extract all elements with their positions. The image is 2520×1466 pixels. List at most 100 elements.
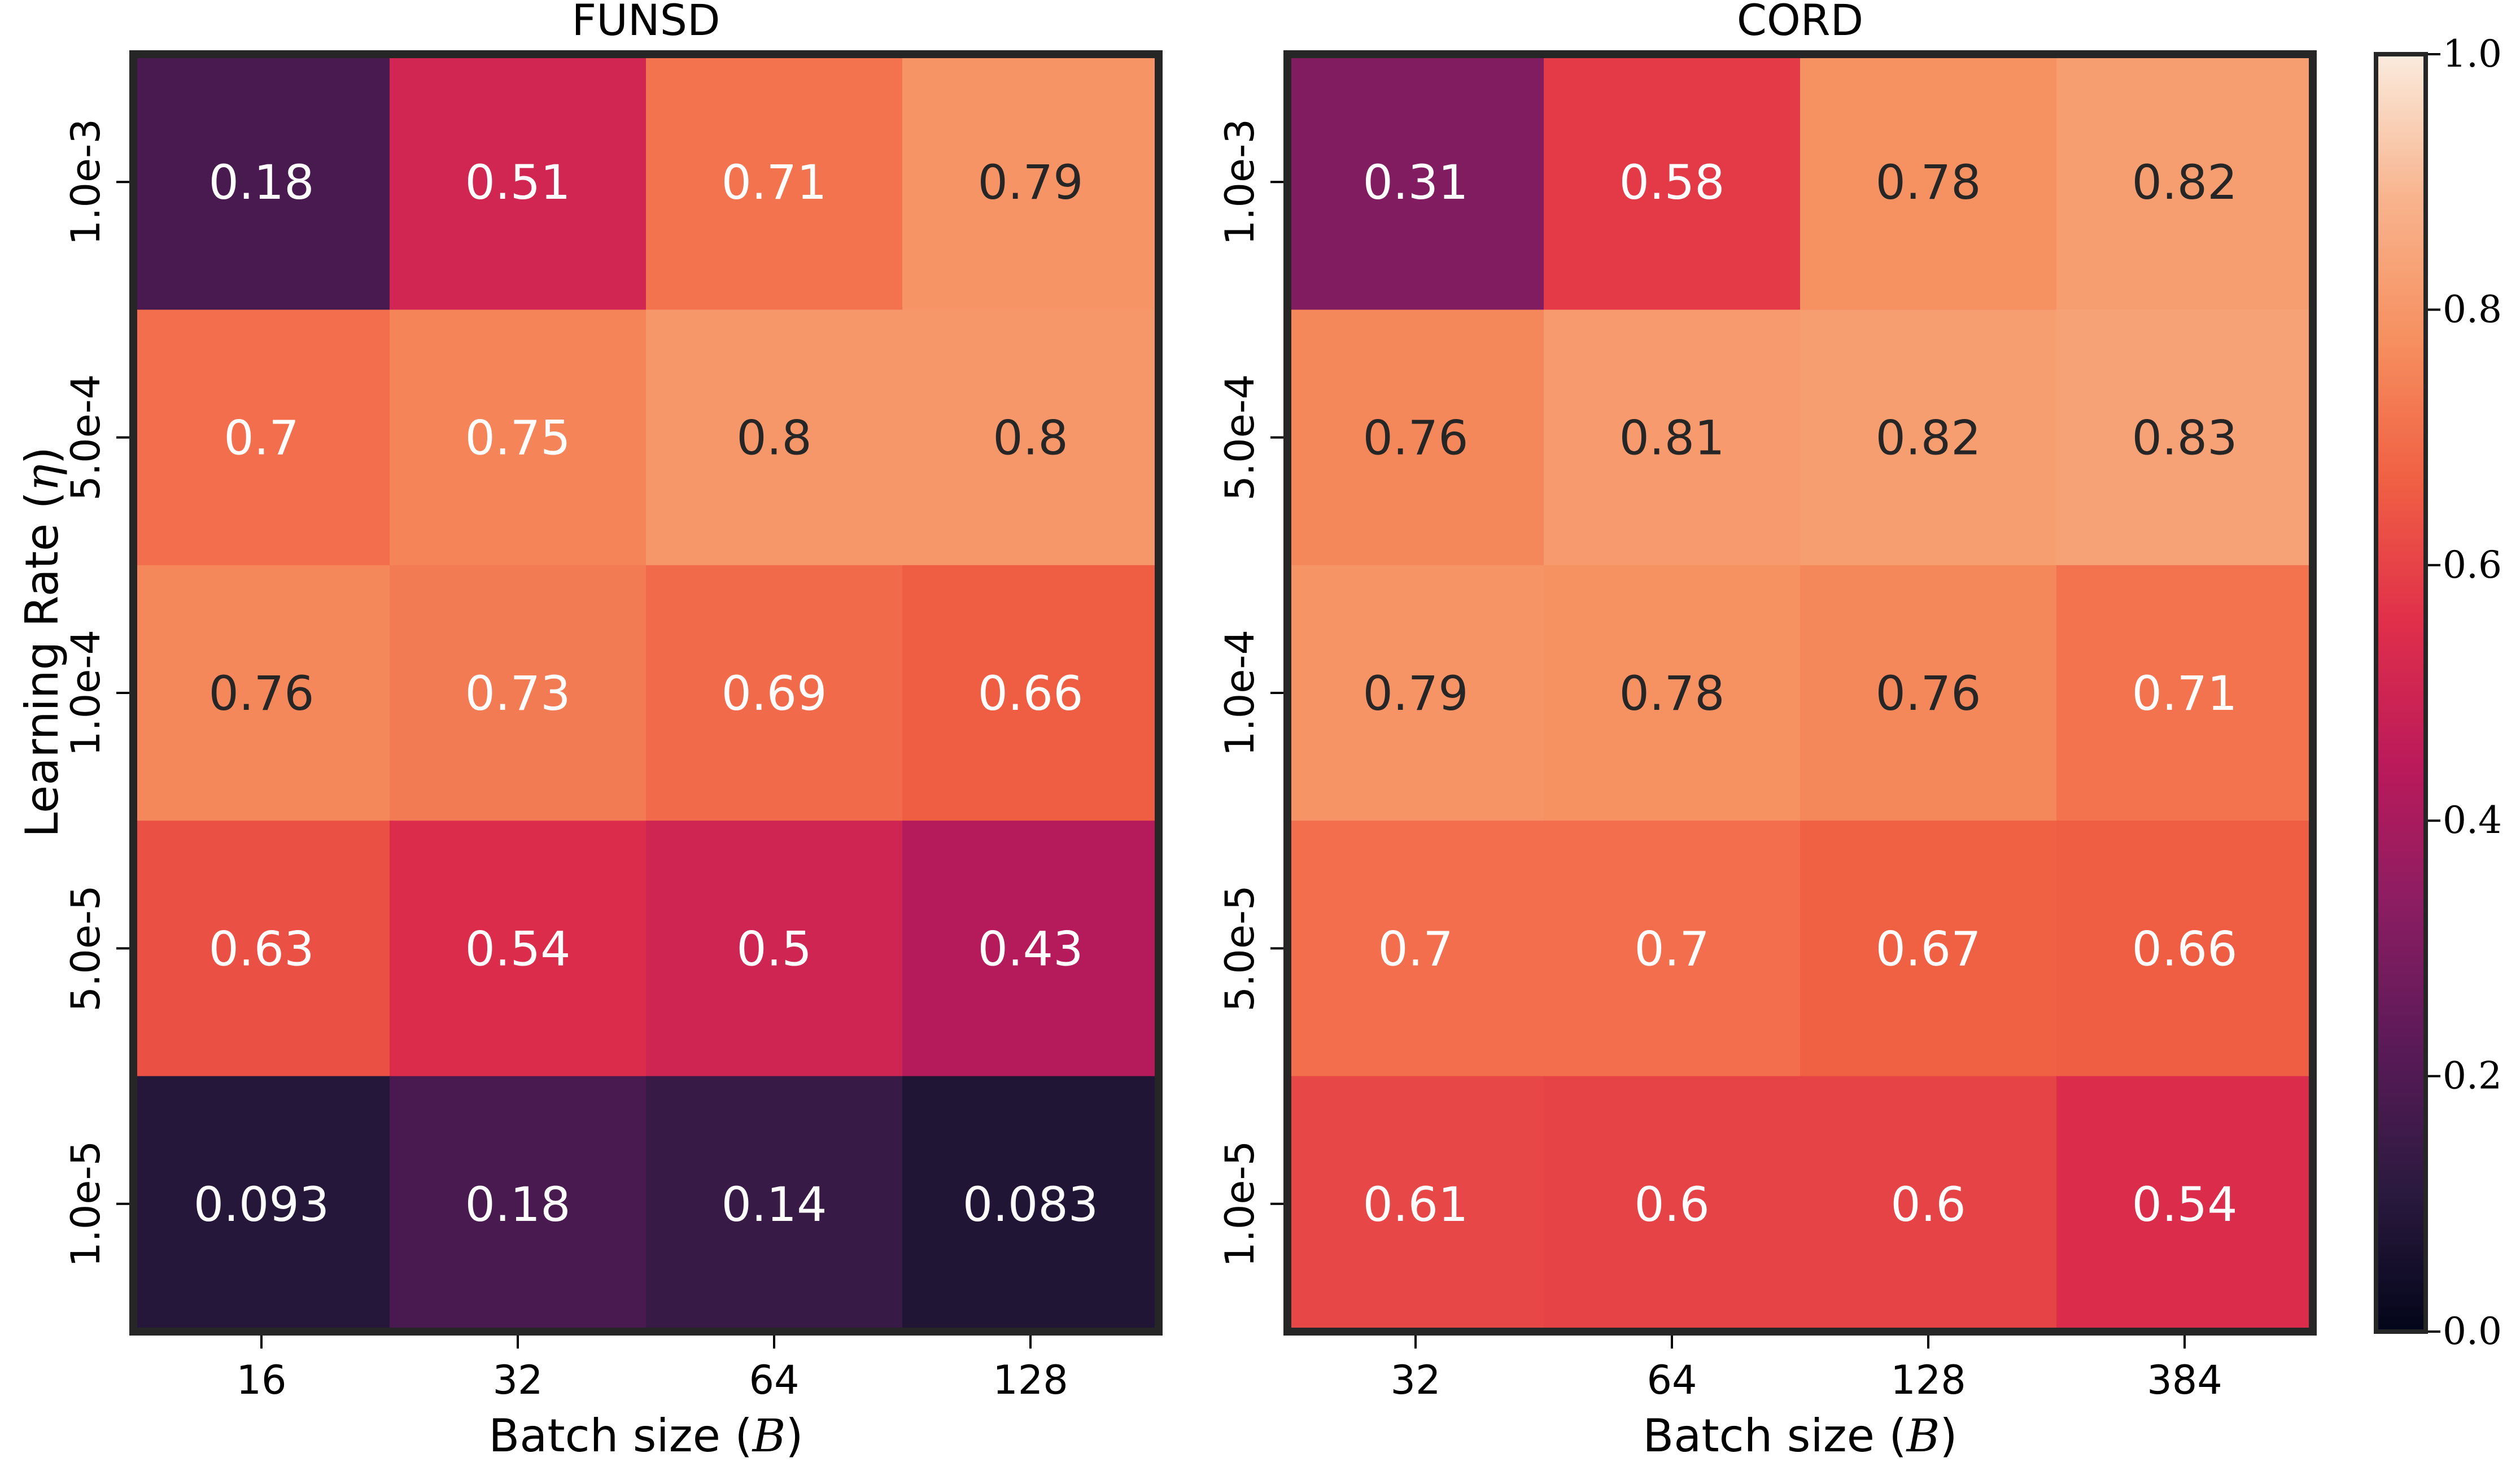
cell-value-label: 0.63 <box>208 921 314 976</box>
x-tick-label: 384 <box>2147 1357 2222 1403</box>
colorbar-tick-label: 0.2 <box>2443 1054 2502 1098</box>
cell-value-label: 0.66 <box>977 666 1083 721</box>
heatmap-cell <box>1544 565 1801 821</box>
heatmap-cell <box>133 309 390 566</box>
cell-value-label: 0.083 <box>963 1177 1098 1232</box>
cell-value-label: 0.093 <box>194 1177 329 1232</box>
heatmap-cell <box>133 1076 390 1332</box>
cell-value-label: 0.75 <box>465 411 570 466</box>
heatmap-cell <box>2056 1076 2313 1332</box>
y-tick-label: 5.0e-4 <box>1217 374 1263 501</box>
heatmap-cell <box>1287 309 1544 566</box>
cell-value-label: 0.66 <box>2132 921 2237 976</box>
heatmap-cell <box>646 309 903 566</box>
heatmap-cell <box>646 1076 903 1332</box>
x-tick-label: 64 <box>1646 1357 1697 1403</box>
x-tick-label: 32 <box>492 1357 543 1403</box>
y-tick-label: 5.0e-5 <box>63 885 109 1011</box>
heatmap-cell <box>1544 309 1801 566</box>
cell-value-label: 0.78 <box>1875 155 1981 210</box>
cell-value-label: 0.82 <box>1875 411 1981 466</box>
cell-value-label: 0.51 <box>465 155 570 210</box>
heatmap-frame <box>1283 50 2317 1336</box>
heatmap-cell <box>1287 54 1544 311</box>
heatmap-cell <box>133 54 390 311</box>
cell-value-label: 0.54 <box>2132 1177 2237 1232</box>
y-tick-label: 1.0e-4 <box>1217 630 1263 756</box>
heatmap-cell <box>1544 821 1801 1077</box>
heatmap-cell <box>390 54 647 311</box>
heatmap-cell <box>2056 821 2313 1077</box>
heatmap-cell <box>646 565 903 821</box>
funsd-heatmap-panel: 0.18 0.51 0.71 0.79 0.7 0.75 0.8 0.8 0.76 0.73 0.6… <box>16 0 1163 1462</box>
cell-value-label: 0.6 <box>1890 1177 1966 1232</box>
x-tick-label: 64 <box>749 1357 799 1403</box>
colorbar-tick-label: 0.4 <box>2443 799 2502 842</box>
cell-value-label: 0.81 <box>1619 411 1724 466</box>
cell-value-label: 0.14 <box>721 1177 827 1232</box>
cell-value-label: 0.18 <box>208 155 314 210</box>
y-axis-label: Learning Rate (η) <box>16 447 68 837</box>
heatmap-cell <box>390 309 647 566</box>
colorbar-tick-label: 0.6 <box>2443 543 2502 587</box>
heatmap-cell <box>133 821 390 1077</box>
colorbar: 0.0 0.2 0.4 0.6 0.8 1.0 <box>2374 32 2502 1353</box>
colorbar-tick-label: 0.8 <box>2443 287 2502 331</box>
heatmap-cell <box>1287 565 1544 821</box>
heatmap-cell <box>1544 54 1801 311</box>
cell-value-label: 0.8 <box>736 411 812 466</box>
cell-value-label: 0.71 <box>2132 666 2237 721</box>
cell-value-label: 0.7 <box>224 411 299 466</box>
cell-value-label: 0.78 <box>1619 666 1724 721</box>
y-tick-label: 1.0e-5 <box>1217 1141 1263 1267</box>
heatmap-cell <box>646 821 903 1077</box>
heatmap-cell <box>1800 821 2057 1077</box>
heatmap-cell <box>902 821 1159 1077</box>
panel-title: FUNSD <box>572 0 720 45</box>
cell-value-label: 0.79 <box>977 155 1083 210</box>
cell-value-label: 0.54 <box>465 921 570 976</box>
x-tick-label: 128 <box>1890 1357 1966 1403</box>
x-axis-label: Batch size (B) <box>1643 1410 1957 1462</box>
cell-value-label: 0.61 <box>1362 1177 1468 1232</box>
x-tick-label: 128 <box>993 1357 1068 1403</box>
heatmap-cell <box>390 1076 647 1332</box>
x-tick-label: 32 <box>1390 1357 1440 1403</box>
x-tick-label: 16 <box>236 1357 286 1403</box>
heatmap-cell <box>1800 565 2057 821</box>
heatmap-cell <box>1800 54 2057 311</box>
y-tick-label: 1.0e-3 <box>1217 119 1263 245</box>
y-tick-label: 5.0e-4 <box>63 374 109 501</box>
y-tick-label: 5.0e-5 <box>1217 885 1263 1011</box>
heatmap-cell <box>2056 309 2313 566</box>
heatmap-cell <box>902 309 1159 566</box>
heatmap-cell <box>390 565 647 821</box>
cord-heatmap-panel: 0.31 0.58 0.78 0.82 0.76 0.81 0.82 0.83 0.79 0.78… <box>1217 0 2317 1462</box>
cell-value-label: 0.43 <box>977 921 1083 976</box>
cell-value-label: 0.5 <box>736 921 812 976</box>
colorbar-tick-label: 1.0 <box>2443 32 2502 76</box>
y-tick-label: 1.0e-3 <box>63 119 109 245</box>
heatmap-cell <box>133 565 390 821</box>
y-tick-label: 1.0e-5 <box>63 1141 109 1267</box>
y-tick-label: 1.0e-4 <box>63 630 109 756</box>
cell-value-label: 0.18 <box>465 1177 570 1232</box>
heatmap-cell <box>2056 565 2313 821</box>
cell-value-label: 0.82 <box>2132 155 2237 210</box>
cell-value-label: 0.79 <box>1362 666 1468 721</box>
cell-value-label: 0.76 <box>1875 666 1981 721</box>
cell-value-label: 0.7 <box>1378 921 1453 976</box>
colorbar-tick-label: 0.0 <box>2443 1310 2502 1353</box>
cell-value-label: 0.71 <box>721 155 827 210</box>
cell-value-label: 0.31 <box>1362 155 1468 210</box>
heatmap-cell <box>902 565 1159 821</box>
heatmap-cell <box>646 54 903 311</box>
x-axis-label: Batch size (B) <box>488 1410 803 1462</box>
heatmap-cell <box>1544 1076 1801 1332</box>
heatmap-cell <box>902 1076 1159 1332</box>
colorbar-gradient <box>2374 52 2428 1334</box>
heatmap-cell <box>1800 1076 2057 1332</box>
cell-value-label: 0.76 <box>1362 411 1468 466</box>
cell-value-label: 0.8 <box>993 411 1068 466</box>
